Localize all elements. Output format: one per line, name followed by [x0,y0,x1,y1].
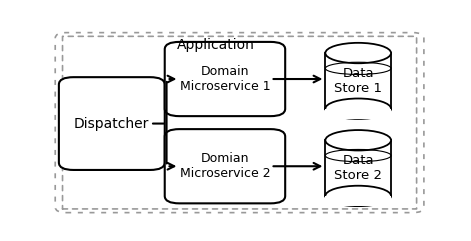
Ellipse shape [325,130,391,150]
Text: Dispatcher: Dispatcher [74,117,149,131]
Polygon shape [325,53,391,109]
Ellipse shape [325,43,391,63]
Text: Data
Store 1: Data Store 1 [334,67,382,95]
Text: Application: Application [177,38,255,52]
FancyBboxPatch shape [165,129,285,203]
Text: Domain
Microservice 1: Domain Microservice 1 [179,65,270,93]
Text: Data
Store 2: Data Store 2 [334,154,382,182]
Polygon shape [325,196,391,206]
Text: Domian
Microservice 2: Domian Microservice 2 [179,152,270,180]
Polygon shape [325,140,391,196]
FancyBboxPatch shape [59,77,165,170]
Ellipse shape [325,186,391,206]
Ellipse shape [325,99,391,119]
Polygon shape [325,109,391,119]
FancyBboxPatch shape [165,42,285,116]
